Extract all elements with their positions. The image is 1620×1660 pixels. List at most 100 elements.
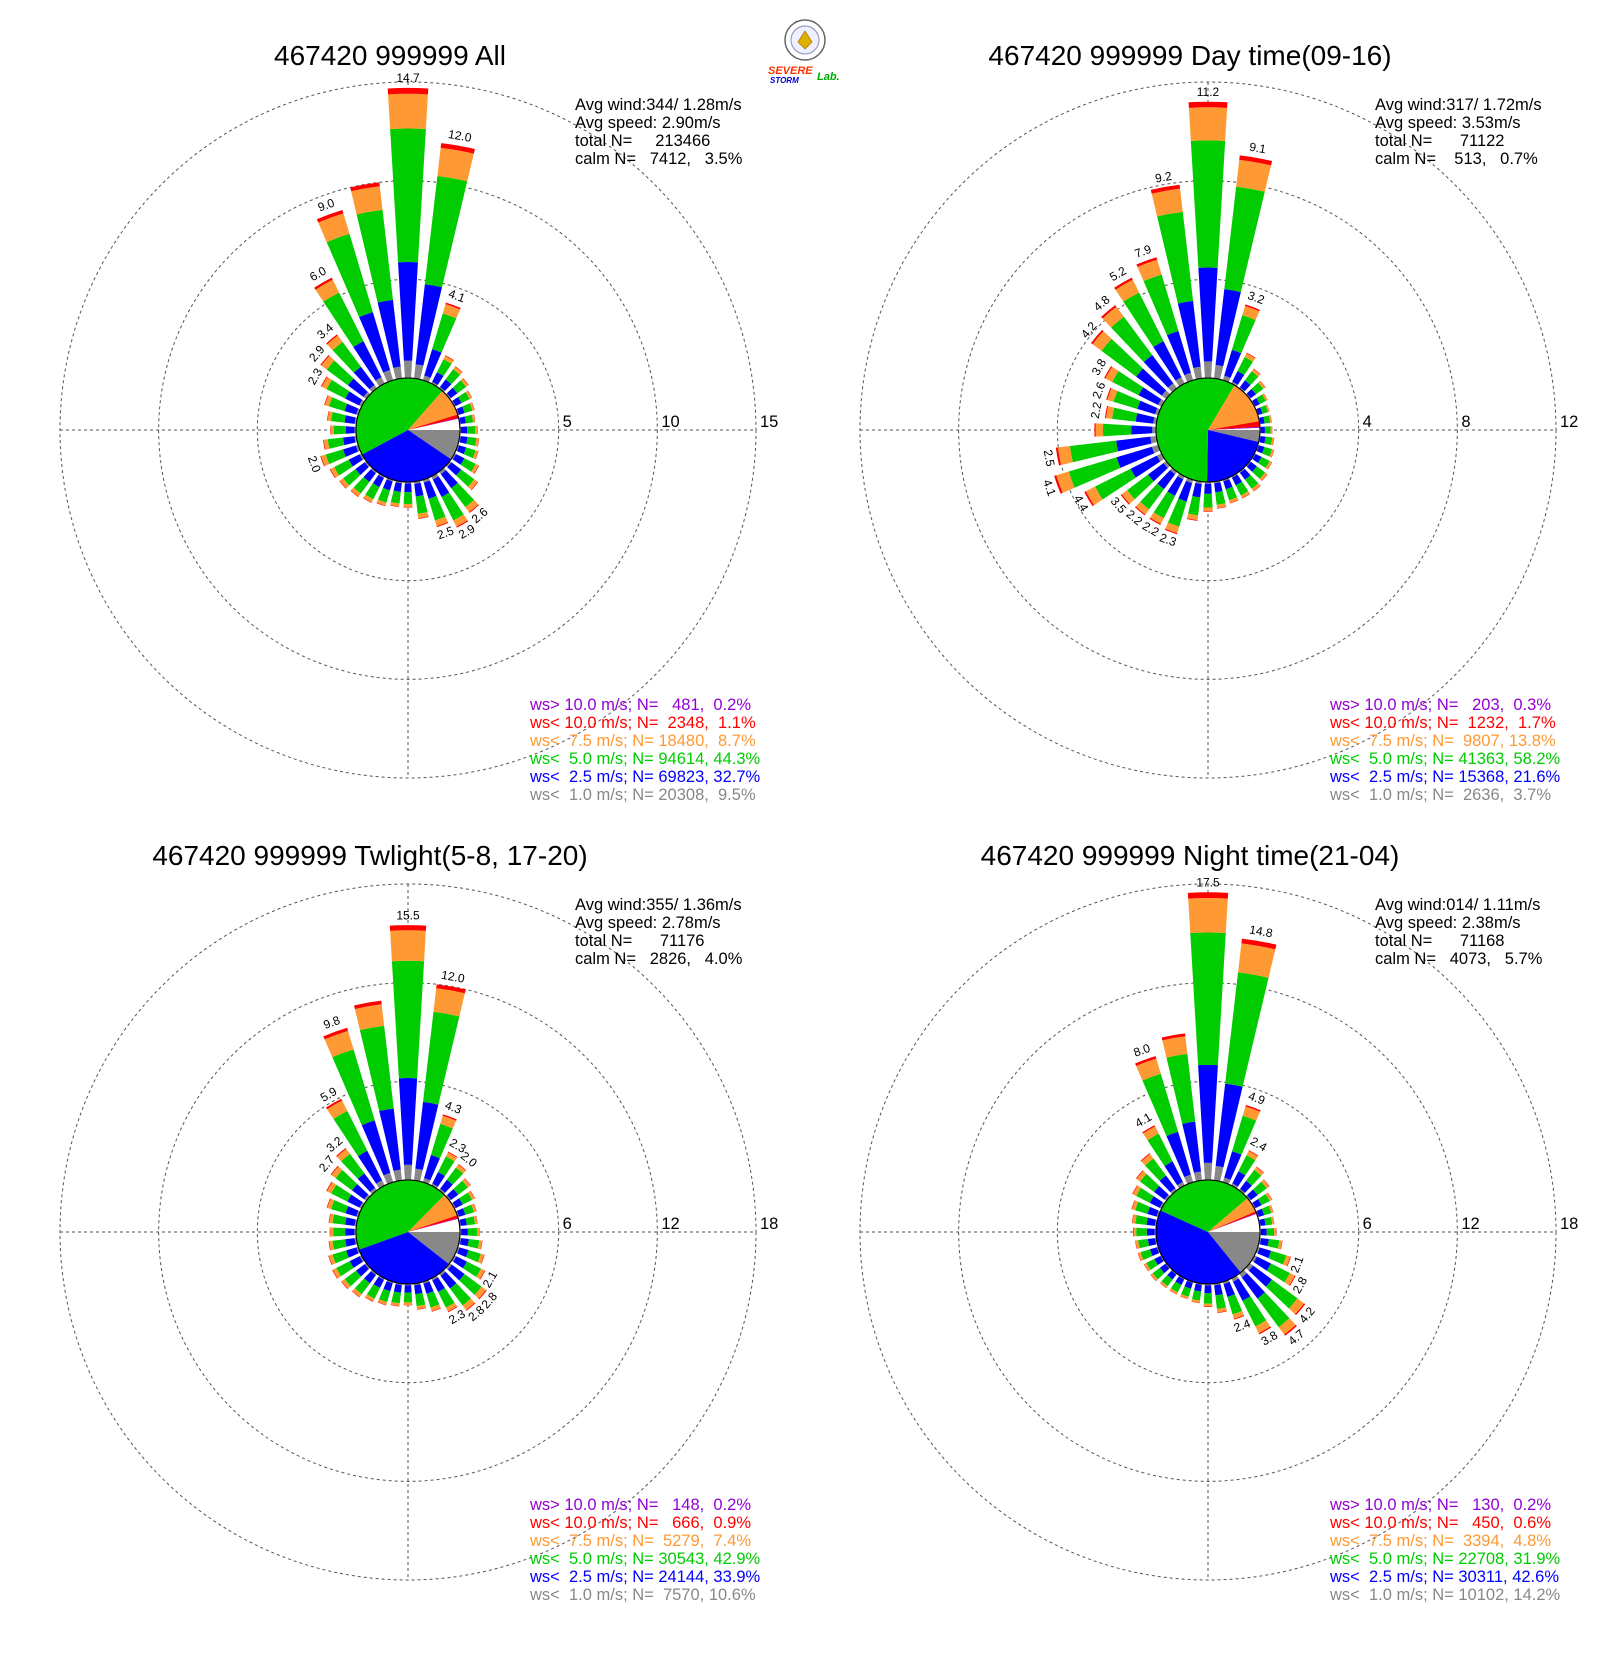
bar-segment (1214, 1284, 1223, 1296)
bar-segment (459, 1273, 482, 1295)
bar-segment (1143, 274, 1179, 336)
bar-segment (1142, 1125, 1156, 1134)
bar-segment (1150, 435, 1158, 444)
bar-segment (1215, 491, 1226, 505)
bar-segment (1263, 393, 1268, 401)
bar-segment (351, 1290, 360, 1298)
bar-segment (1258, 1194, 1270, 1206)
pie-outline (1155, 1179, 1261, 1285)
bar-segment (413, 480, 421, 484)
bar-segment (416, 1307, 427, 1310)
bar-segment (1158, 399, 1165, 407)
wind-bar (439, 1163, 467, 1195)
bar-segment (475, 425, 478, 435)
bar-segment (464, 414, 474, 424)
bar-value-label: 11.2 (1197, 85, 1220, 99)
pie-slice (1208, 1198, 1256, 1232)
wind-bar (455, 1203, 477, 1218)
bar-segment (447, 1264, 465, 1281)
bar-segment (1256, 407, 1263, 415)
bar-segment (1150, 512, 1164, 525)
info-avg-wind: Avg wind:355/ 1.36m/s (575, 896, 742, 914)
bar-segment (1260, 426, 1265, 434)
bar-segment (459, 1218, 467, 1226)
bar-segment (432, 476, 450, 497)
wind-bar (1231, 352, 1256, 387)
bar-segment (474, 465, 480, 474)
bar-segment (1132, 1214, 1137, 1224)
wind-bar (1258, 1216, 1275, 1227)
wind-bar (316, 209, 394, 383)
bar-segment (356, 1210, 361, 1218)
wind-bar (330, 1165, 371, 1201)
bar-segment (430, 1304, 441, 1312)
pie-slice (408, 1232, 460, 1265)
bar-segment (1235, 481, 1249, 496)
bar-segment (465, 390, 472, 400)
legend-entry: ws< 10.0 m/s; N= 450, 0.6% (1329, 1514, 1551, 1532)
bar-segment (466, 436, 477, 446)
bar-segment (459, 1192, 473, 1205)
bar-segment (1154, 1185, 1169, 1200)
bar-segment (1204, 483, 1212, 494)
bar-segment (391, 960, 425, 1079)
bar-segment (458, 392, 470, 404)
bar-segment (460, 458, 476, 472)
bar-segment (436, 984, 466, 994)
bar-segment (321, 454, 330, 467)
bar-segment (456, 520, 469, 528)
wind-bar (1055, 435, 1158, 466)
bar-segment (351, 186, 383, 215)
bar-segment (323, 439, 326, 450)
bar-segment (1257, 1292, 1290, 1328)
wind-bar (389, 925, 427, 1181)
bar-segment (326, 1181, 333, 1192)
bar-segment (1242, 1106, 1261, 1121)
bar-segment (1261, 1205, 1272, 1216)
bar-segment (442, 1114, 457, 1121)
bar-segment (353, 341, 382, 381)
bar-segment (1278, 1318, 1296, 1335)
wind-bar (1106, 387, 1161, 416)
bar-segment (1204, 1285, 1212, 1294)
bar-segment (320, 455, 325, 467)
bar-segment (1147, 1206, 1159, 1217)
bar-segment (1193, 1171, 1203, 1182)
bar-segment (1115, 279, 1140, 302)
bar-segment (1130, 455, 1161, 478)
bar-segment (1242, 1296, 1267, 1327)
bar-segment (451, 453, 456, 460)
bar-segment (1266, 1263, 1290, 1283)
bar-segment (383, 1172, 394, 1185)
bar-segment (1245, 393, 1251, 399)
bar-segment (372, 474, 384, 488)
bar-segment (346, 1247, 359, 1258)
wind-bar (1191, 1282, 1203, 1304)
bar-segment (364, 461, 371, 468)
bar-segment (1167, 476, 1184, 496)
bar-segment (1239, 380, 1251, 392)
wind-bar (1091, 329, 1171, 399)
bar-segment (377, 1301, 387, 1306)
wind-bar (1245, 1263, 1306, 1316)
bar-segment (467, 479, 478, 490)
bar-segment (1232, 1278, 1251, 1301)
wind-bar (1149, 473, 1185, 526)
bar-segment (432, 372, 444, 386)
bar-segment (462, 1261, 482, 1277)
bar-segment (359, 399, 365, 407)
ring-label: 12 (661, 1215, 679, 1233)
bar-segment (1264, 436, 1273, 446)
bar-segment (436, 359, 452, 377)
bar-segment (1112, 371, 1144, 396)
legend-entry: ws< 5.0 m/s; N= 41363, 58.2% (1329, 750, 1561, 768)
bar-segment (1138, 387, 1162, 405)
bar-segment (439, 379, 452, 392)
bar-segment (1203, 1293, 1213, 1304)
pie-slice (408, 1215, 459, 1232)
bar-segment (1145, 1158, 1167, 1181)
bar-segment (1143, 1263, 1149, 1272)
bar-segment (1213, 364, 1224, 380)
bar-segment (1203, 510, 1213, 512)
bar-segment (462, 378, 469, 386)
